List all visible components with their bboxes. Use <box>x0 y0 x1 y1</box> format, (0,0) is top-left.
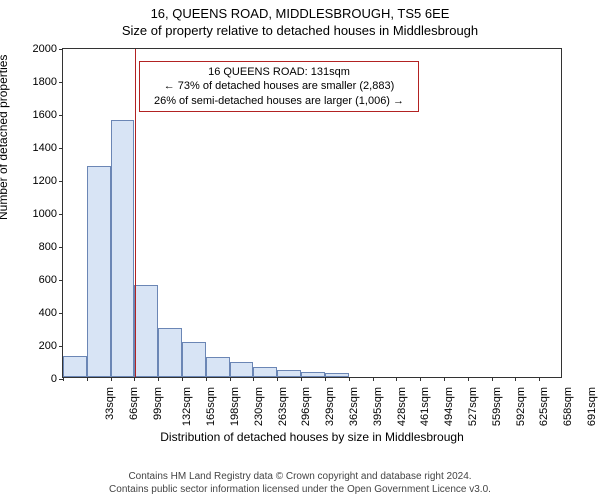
footer-line-2: Contains public sector information licen… <box>0 484 600 497</box>
x-tick-label: 691sqm <box>586 387 598 426</box>
x-tick-mark <box>253 377 254 381</box>
y-tick-label: 1600 <box>33 109 57 121</box>
x-tick-label: 461sqm <box>420 387 432 426</box>
x-tick-mark <box>420 377 421 381</box>
x-tick-label: 66sqm <box>128 387 140 420</box>
y-tick-label: 1800 <box>33 76 57 88</box>
histogram-bar <box>230 362 254 377</box>
x-tick-label: 428sqm <box>396 387 408 426</box>
histogram-bar <box>87 166 111 377</box>
annotation-line: 16 QUEENS ROAD: 131sqm <box>148 65 410 79</box>
x-tick-mark <box>349 377 350 381</box>
x-tick-mark <box>206 377 207 381</box>
x-tick-mark <box>515 377 516 381</box>
x-tick-mark <box>539 377 540 381</box>
x-tick-label: 592sqm <box>515 387 527 426</box>
x-tick-mark <box>492 377 493 381</box>
y-tick-label: 800 <box>39 241 57 253</box>
x-axis-label: Distribution of detached houses by size … <box>62 430 562 444</box>
x-tick-label: 527sqm <box>467 387 479 426</box>
x-tick-mark <box>134 377 135 381</box>
y-tick-mark <box>59 346 63 347</box>
x-tick-label: 99sqm <box>152 387 164 420</box>
subtitle: Size of property relative to detached ho… <box>0 23 600 38</box>
x-tick-mark <box>182 377 183 381</box>
histogram-bar <box>182 342 206 377</box>
y-tick-label: 1400 <box>33 142 57 154</box>
y-tick-mark <box>59 181 63 182</box>
x-tick-label: 329sqm <box>324 387 336 426</box>
y-tick-mark <box>59 148 63 149</box>
x-tick-mark <box>373 377 374 381</box>
x-tick-label: 296sqm <box>301 387 313 426</box>
annotation-line: ← 73% of detached houses are smaller (2,… <box>148 79 410 93</box>
histogram-bar <box>63 356 87 377</box>
y-tick-label: 400 <box>39 307 57 319</box>
y-tick-label: 600 <box>39 274 57 286</box>
histogram-bar <box>253 367 277 377</box>
y-tick-mark <box>59 82 63 83</box>
x-tick-label: 658sqm <box>562 387 574 426</box>
y-tick-mark <box>59 280 63 281</box>
plot-area: 020040060080010001200140016001800200033s… <box>62 48 562 378</box>
x-tick-mark <box>277 377 278 381</box>
y-tick-mark <box>59 247 63 248</box>
y-tick-mark <box>59 313 63 314</box>
x-tick-label: 132sqm <box>181 387 193 426</box>
footer-attribution: Contains HM Land Registry data © Crown c… <box>0 471 600 496</box>
annotation-line: 26% of semi-detached houses are larger (… <box>148 94 410 108</box>
x-tick-label: 198sqm <box>229 387 241 426</box>
chart-container: 0 200 400 600 800 1000 1200 1400 1600 1800 2000 33s… <box>0 40 600 450</box>
y-tick-label: 1200 <box>33 175 57 187</box>
x-tick-label: 395sqm <box>372 387 384 426</box>
histogram-bar <box>277 370 301 377</box>
footer-line-1: Contains HM Land Registry data © Crown c… <box>0 471 600 484</box>
reference-line <box>135 49 136 377</box>
histogram-bar <box>301 372 325 377</box>
x-tick-label: 362sqm <box>348 387 360 426</box>
x-tick-mark <box>63 377 64 381</box>
x-tick-mark <box>230 377 231 381</box>
address-title: 16, QUEENS ROAD, MIDDLESBROUGH, TS5 6EE <box>0 6 600 21</box>
x-tick-label: 625sqm <box>539 387 551 426</box>
annotation-box: 16 QUEENS ROAD: 131sqm← 73% of detached … <box>139 61 419 112</box>
y-tick-mark <box>59 115 63 116</box>
title-block: 16, QUEENS ROAD, MIDDLESBROUGH, TS5 6EE … <box>0 0 600 38</box>
histogram-bar <box>134 285 158 377</box>
x-tick-label: 230sqm <box>253 387 265 426</box>
y-tick-label: 200 <box>39 340 57 352</box>
y-tick-label: 2000 <box>33 43 57 55</box>
y-tick-mark <box>59 49 63 50</box>
histogram-bar <box>206 357 230 377</box>
y-tick-mark <box>59 214 63 215</box>
x-tick-label: 494sqm <box>443 387 455 426</box>
x-tick-label: 165sqm <box>205 387 217 426</box>
y-tick-label: 0 <box>51 373 57 385</box>
histogram-bar <box>158 328 182 378</box>
y-axis-label: Number of detached properties <box>0 55 10 220</box>
x-tick-label: 559sqm <box>491 387 503 426</box>
y-tick-label: 1000 <box>33 208 57 220</box>
x-tick-label: 263sqm <box>277 387 289 426</box>
histogram-bar <box>325 373 349 377</box>
x-tick-mark <box>444 377 445 381</box>
x-tick-mark <box>468 377 469 381</box>
x-tick-mark <box>301 377 302 381</box>
x-tick-mark <box>396 377 397 381</box>
x-tick-mark <box>111 377 112 381</box>
x-tick-mark <box>158 377 159 381</box>
histogram-bar <box>111 120 135 377</box>
x-tick-label: 33sqm <box>104 387 116 420</box>
x-tick-mark <box>325 377 326 381</box>
x-tick-mark <box>87 377 88 381</box>
